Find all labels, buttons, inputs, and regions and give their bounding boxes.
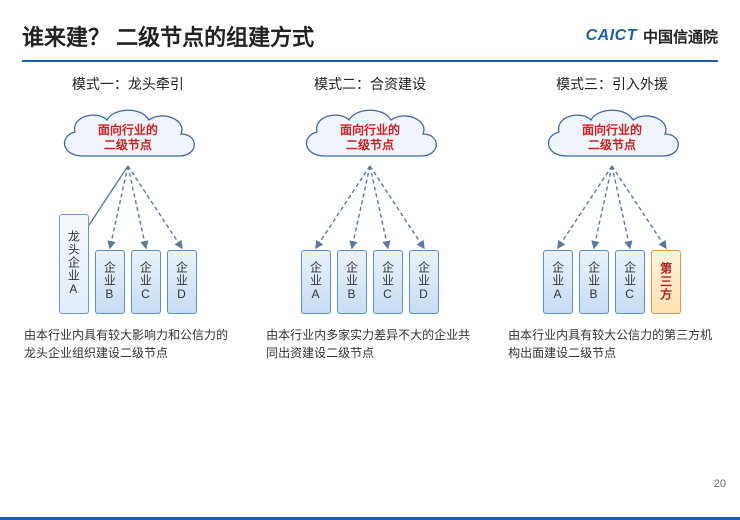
box-row: 企业A企业B企业C第三方 xyxy=(498,250,726,314)
header: 谁来建？ 二级节点的组建方式 CAICT 中国信通院 xyxy=(0,0,740,60)
mode-column: 模式三：引入外援 面向行业的二级节点 企业A企业B企业C第三方由本行业内具有较大… xyxy=(498,74,726,363)
arrows xyxy=(256,162,484,254)
entity-box: 企业A xyxy=(301,250,331,314)
arrows xyxy=(498,162,726,254)
entity-box: 企业B xyxy=(95,250,125,314)
mode-description: 由本行业内具有较大公信力的第三方机构出面建设二级节点 xyxy=(498,314,726,363)
page-number: 20 xyxy=(714,478,726,490)
mode-description: 由本行业内具有较大影响力和公信力的龙头企业组织建设二级节点 xyxy=(14,314,242,363)
entity-box: 企业A xyxy=(543,250,573,314)
logo-cn: 中国信通院 xyxy=(643,26,718,47)
mode-title: 模式一：龙头牵引 xyxy=(72,74,184,94)
diagram: 面向行业的二级节点 龙头企业A企业B企业C企业D xyxy=(14,104,242,314)
mode-column: 模式二：合资建设 面向行业的二级节点 企业A企业B企业C企业D由本行业内多家实力… xyxy=(256,74,484,363)
diagram: 面向行业的二级节点 企业A企业B企业C企业D xyxy=(256,104,484,314)
box-row: 龙头企业A企业B企业C企业D xyxy=(14,214,242,314)
box-row: 企业A企业B企业C企业D xyxy=(256,250,484,314)
diagram: 面向行业的二级节点 企业A企业B企业C第三方 xyxy=(498,104,726,314)
mode-description: 由本行业内多家实力差异不大的企业共同出资建设二级节点 xyxy=(256,314,484,363)
mode-column: 模式一：龙头牵引 面向行业的二级节点 龙头企业A企业B企业C企业D由本行业内具有… xyxy=(14,74,242,363)
slide: 谁来建？ 二级节点的组建方式 CAICT 中国信通院 模式一：龙头牵引 面向行业… xyxy=(0,0,740,520)
divider xyxy=(22,60,718,62)
entity-box: 企业B xyxy=(337,250,367,314)
entity-box: 企业D xyxy=(167,250,197,314)
logo-latin: CAICT xyxy=(586,27,637,45)
mode-title: 模式三：引入外援 xyxy=(556,74,668,94)
entity-box: 企业B xyxy=(579,250,609,314)
entity-box: 企业C xyxy=(615,250,645,314)
entity-box: 企业C xyxy=(373,250,403,314)
columns: 模式一：龙头牵引 面向行业的二级节点 龙头企业A企业B企业C企业D由本行业内具有… xyxy=(0,74,740,363)
logo: CAICT 中国信通院 xyxy=(586,26,718,47)
entity-box: 第三方 xyxy=(651,250,681,314)
entity-box: 企业D xyxy=(409,250,439,314)
page-title: 谁来建？ 二级节点的组建方式 xyxy=(22,20,314,52)
entity-box: 企业C xyxy=(131,250,161,314)
entity-box: 龙头企业A xyxy=(59,214,89,314)
mode-title: 模式二：合资建设 xyxy=(314,74,426,94)
